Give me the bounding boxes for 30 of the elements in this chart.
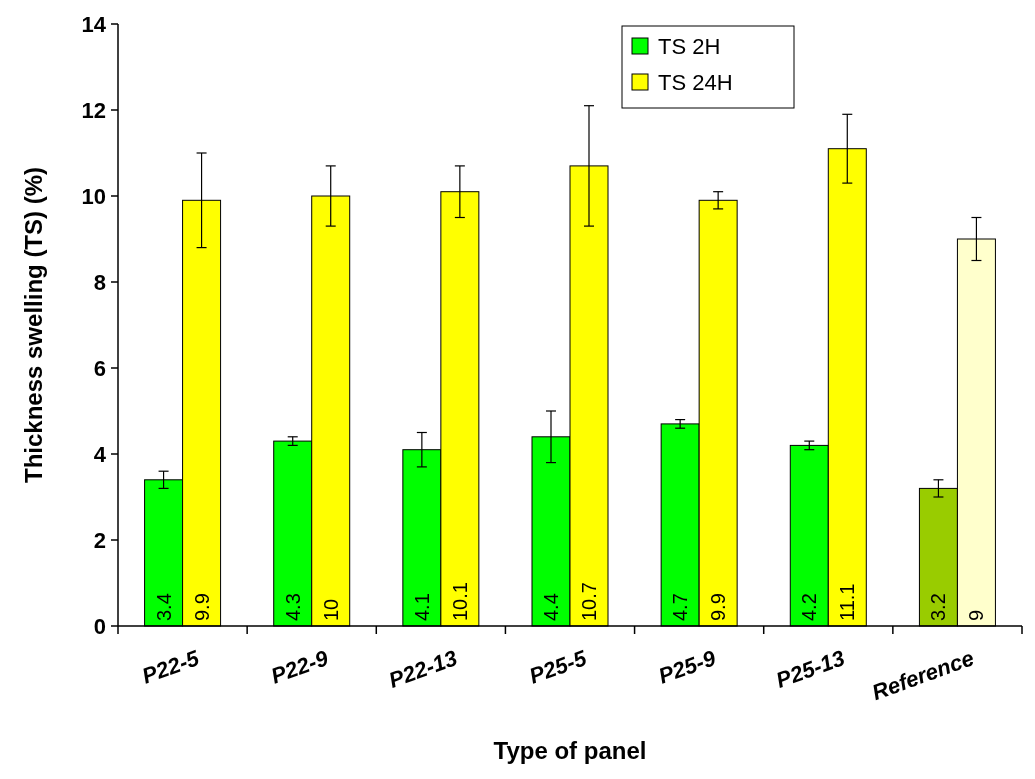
data-label: 9 — [965, 609, 988, 621]
data-label: 11.1 — [836, 583, 859, 621]
x-tick-label: P22-5 — [138, 644, 203, 689]
data-label: 4.3 — [281, 593, 304, 621]
data-label: 4.2 — [798, 593, 821, 621]
data-label: 4.7 — [669, 593, 692, 621]
y-tick-label: 0 — [93, 613, 106, 639]
y-tick-label: 2 — [93, 527, 106, 553]
data-label: 10.7 — [578, 582, 600, 621]
data-label: 10.1 — [448, 582, 471, 621]
x-tick-label: P25-5 — [525, 644, 591, 689]
x-tick-label: P22-9 — [267, 644, 333, 689]
x-tick-label: P25-9 — [655, 644, 720, 689]
x-axis-title: Type of panel — [493, 737, 647, 764]
data-label: 10 — [319, 598, 342, 621]
legend-label: TS 2H — [658, 33, 721, 59]
data-label: 3.2 — [927, 593, 950, 621]
y-tick-label: 6 — [93, 355, 106, 381]
data-label: 4.4 — [540, 593, 562, 621]
y-tick-label: 14 — [81, 11, 107, 37]
data-label: 9.9 — [190, 593, 213, 621]
y-tick-label: 4 — [93, 441, 107, 467]
legend-label: TS 24H — [658, 69, 733, 95]
y-axis-title: Thickness swelling (TS) (%) — [20, 166, 47, 484]
y-tick-label: 8 — [93, 269, 106, 295]
y-tick-label: 10 — [81, 183, 106, 209]
y-tick-label: 12 — [81, 97, 106, 123]
data-label: 9.9 — [707, 593, 730, 621]
data-label: 4.1 — [410, 593, 433, 621]
data-label: 3.4 — [152, 593, 175, 621]
